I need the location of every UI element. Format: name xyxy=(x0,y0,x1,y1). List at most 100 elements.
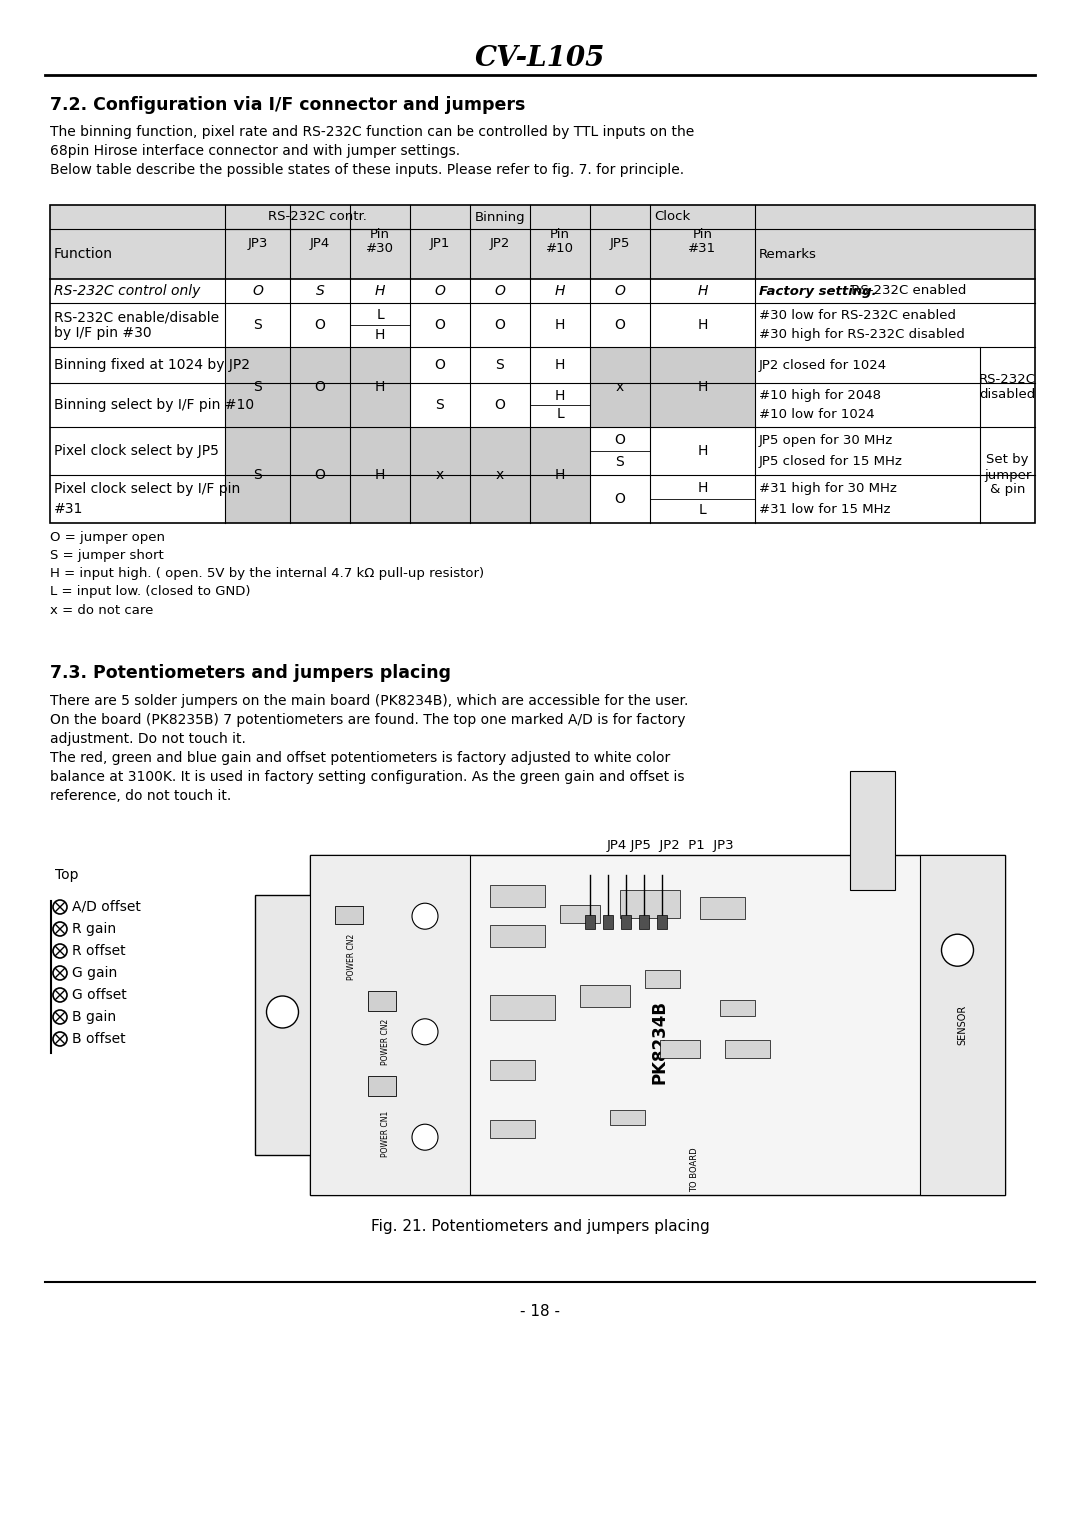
Text: - 18 -: - 18 - xyxy=(519,1305,561,1320)
Text: S: S xyxy=(253,380,261,394)
Text: R offset: R offset xyxy=(72,944,125,958)
Text: RS-232C
disabled: RS-232C disabled xyxy=(978,373,1036,400)
Text: Binning: Binning xyxy=(475,211,525,223)
Text: Pixel clock select by JP5: Pixel clock select by JP5 xyxy=(54,445,219,458)
Bar xyxy=(920,856,1005,1195)
Bar xyxy=(225,347,410,384)
Bar xyxy=(603,915,613,929)
Bar xyxy=(490,1120,535,1138)
Bar xyxy=(725,1041,770,1057)
Circle shape xyxy=(411,1125,438,1151)
Bar xyxy=(610,1109,645,1125)
Text: O: O xyxy=(252,284,262,298)
Text: JP5: JP5 xyxy=(610,237,631,251)
Text: x: x xyxy=(496,468,504,481)
Bar xyxy=(657,915,667,929)
Text: O: O xyxy=(615,492,625,506)
Bar xyxy=(490,995,555,1021)
Text: Fig. 21. Potentiometers and jumpers placing: Fig. 21. Potentiometers and jumpers plac… xyxy=(370,1219,710,1235)
Text: B offset: B offset xyxy=(72,1031,125,1047)
Text: Set by
jumper
& pin: Set by jumper & pin xyxy=(984,454,1031,497)
Text: H: H xyxy=(555,468,565,481)
Bar xyxy=(335,906,363,924)
Text: JP4 JP5  JP2  P1  JP3: JP4 JP5 JP2 P1 JP3 xyxy=(606,839,733,851)
Bar xyxy=(50,205,1035,523)
Bar xyxy=(660,1041,700,1057)
Text: H: H xyxy=(698,318,707,332)
Text: O: O xyxy=(314,468,325,481)
Text: #10 high for 2048: #10 high for 2048 xyxy=(759,388,881,402)
Circle shape xyxy=(267,996,298,1028)
Text: #31 high for 30 MHz: #31 high for 30 MHz xyxy=(759,481,896,495)
Text: Below table describe the possible states of these inputs. Please refer to fig. 7: Below table describe the possible states… xyxy=(50,163,684,177)
Bar xyxy=(620,889,680,918)
Text: JP5 closed for 15 MHz: JP5 closed for 15 MHz xyxy=(759,455,903,468)
Text: On the board (PK8235B) 7 potentiometers are found. The top one marked A/D is for: On the board (PK8235B) 7 potentiometers … xyxy=(50,714,686,727)
Bar xyxy=(490,885,545,908)
Text: 7.3. Potentiometers and jumpers placing: 7.3. Potentiometers and jumpers placing xyxy=(50,665,451,681)
Text: RS-232C enable/disable: RS-232C enable/disable xyxy=(54,310,219,324)
Text: Pin
#31: Pin #31 xyxy=(688,228,716,255)
Text: POWER CN2: POWER CN2 xyxy=(348,934,356,979)
Text: H = input high. ( open. 5V by the internal 4.7 kΩ pull-up resistor): H = input high. ( open. 5V by the intern… xyxy=(50,567,484,581)
Text: Pixel clock select by I/F pin: Pixel clock select by I/F pin xyxy=(54,483,240,497)
Text: RS-232C enabled: RS-232C enabled xyxy=(847,284,967,298)
Bar xyxy=(225,475,590,523)
Bar xyxy=(590,347,755,384)
Text: JP3: JP3 xyxy=(247,237,268,251)
Bar xyxy=(639,915,649,929)
Text: S: S xyxy=(253,318,261,332)
Text: x: x xyxy=(616,380,624,394)
Text: Pin
#30: Pin #30 xyxy=(366,228,394,255)
Text: POWER CN2: POWER CN2 xyxy=(380,1019,390,1065)
Text: O: O xyxy=(314,380,325,394)
Text: O: O xyxy=(495,318,505,332)
Text: G offset: G offset xyxy=(72,989,126,1002)
Text: H: H xyxy=(375,284,386,298)
Text: adjustment. Do not touch it.: adjustment. Do not touch it. xyxy=(50,732,246,746)
Text: Top: Top xyxy=(55,868,79,882)
Text: SENSOR: SENSOR xyxy=(958,1005,968,1045)
Text: O = jumper open: O = jumper open xyxy=(50,532,165,544)
Text: by I/F pin #30: by I/F pin #30 xyxy=(54,325,151,339)
Text: H: H xyxy=(555,358,565,371)
Text: O: O xyxy=(615,284,625,298)
Text: S: S xyxy=(315,284,324,298)
Text: Binning fixed at 1024 by JP2: Binning fixed at 1024 by JP2 xyxy=(54,358,249,371)
Bar xyxy=(850,772,895,889)
Text: Function: Function xyxy=(54,248,113,261)
Circle shape xyxy=(411,903,438,929)
Text: RS-232C control only: RS-232C control only xyxy=(54,284,201,298)
Circle shape xyxy=(942,934,973,966)
Bar xyxy=(310,856,1005,1195)
Text: JP2: JP2 xyxy=(490,237,510,251)
Text: O: O xyxy=(434,284,445,298)
Text: H: H xyxy=(698,380,707,394)
Bar xyxy=(585,915,595,929)
Text: POWER CN1: POWER CN1 xyxy=(380,1111,390,1157)
Text: O: O xyxy=(495,397,505,413)
Text: Binning select by I/F pin #10: Binning select by I/F pin #10 xyxy=(54,397,254,413)
Bar xyxy=(490,924,545,947)
Text: TO BOARD: TO BOARD xyxy=(690,1148,700,1192)
Text: reference, do not touch it.: reference, do not touch it. xyxy=(50,788,231,804)
Bar xyxy=(368,992,396,1012)
Bar xyxy=(590,384,755,426)
Bar xyxy=(490,1060,535,1080)
Text: x = do not care: x = do not care xyxy=(50,604,153,616)
Text: balance at 3100K. It is used in factory setting configuration. As the green gain: balance at 3100K. It is used in factory … xyxy=(50,770,685,784)
Text: JP1: JP1 xyxy=(430,237,450,251)
Text: O: O xyxy=(495,284,505,298)
Text: H: H xyxy=(375,468,386,481)
Text: H: H xyxy=(555,390,565,403)
Text: H: H xyxy=(375,327,386,342)
Text: Factory setting.: Factory setting. xyxy=(759,284,877,298)
Text: RS-232C contr.: RS-232C contr. xyxy=(268,211,367,223)
Bar xyxy=(225,426,590,475)
Text: H: H xyxy=(698,445,707,458)
Bar xyxy=(621,915,631,929)
Text: #30 low for RS-232C enabled: #30 low for RS-232C enabled xyxy=(759,309,956,322)
Text: H: H xyxy=(698,284,707,298)
Text: B gain: B gain xyxy=(72,1010,117,1024)
Text: H: H xyxy=(375,380,386,394)
